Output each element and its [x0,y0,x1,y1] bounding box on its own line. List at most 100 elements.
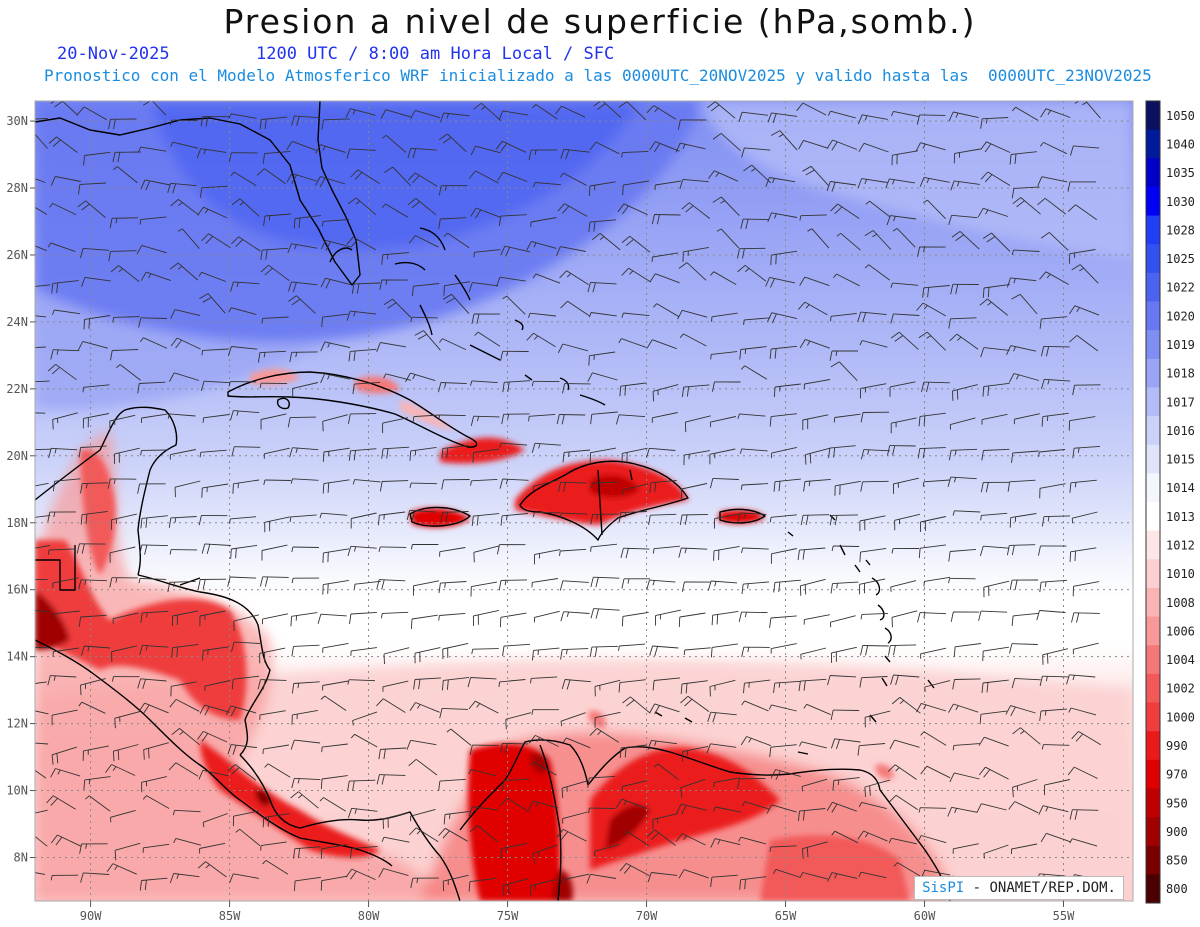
wind-barb [1039,708,1067,721]
wind-barb [1012,779,1038,798]
wind-barb [590,543,618,552]
wind-barb [470,145,501,156]
wind-barb [891,548,920,554]
wind-barb [381,252,409,265]
wind-barb [1039,316,1068,329]
wind-barb [199,185,228,198]
wind-barb [712,133,741,152]
wind-barb [256,168,286,185]
wind-barb [291,681,320,694]
colorbar-label: 1019 [1166,338,1195,352]
wind-barb [82,413,110,429]
wind-barb [713,545,740,561]
wind-barb [47,548,76,556]
wind-barb [980,141,1011,153]
wind-barb [622,696,651,714]
wind-barb [621,150,649,158]
forecast-date: 20-Nov-2025 [57,44,170,64]
wind-barb [1011,843,1038,854]
wind-barb [773,383,801,398]
wind-barb [887,445,916,456]
wind-barb [803,703,831,716]
credit-brand: SisPI [922,880,965,896]
wind-barb [655,609,681,626]
colorbar-swatch [1146,559,1160,589]
wind-barb [286,172,317,184]
wind-barb [1067,181,1096,192]
wind-barb [562,383,591,394]
colorbar-frame [1145,100,1161,904]
wind-barb [738,836,767,845]
wind-barb [350,169,380,184]
wind-barb [470,415,500,427]
wind-barb [587,775,616,788]
wind-barb [230,410,260,421]
x-tick-label: 90W [80,909,102,923]
x-tick-label: 85W [219,909,241,923]
wind-barb [710,416,736,428]
wind-barb [292,382,319,399]
wind-barb [859,547,887,563]
wind-barb [680,695,710,712]
wind-barb [112,151,141,163]
wind-barb [740,483,769,490]
colorbar-label: 1040 [1166,137,1195,151]
wind-barb [769,413,797,427]
wind-barb [741,547,769,554]
wind-barb [499,612,527,628]
wind-barb [889,381,916,397]
wind-barb [1067,204,1098,221]
wind-barb [589,728,620,743]
wind-barb [112,612,139,624]
colorbar-swatch [1146,587,1160,618]
wind-barb [51,746,78,765]
colorbar-label: 1028 [1166,223,1195,237]
wind-barb [348,448,377,461]
wind-barb [291,777,321,789]
wind-barb [741,581,770,595]
wind-barb [950,611,980,622]
map-title: Presion a nivel de superficie (hPa,somb.… [223,2,977,41]
wind-barb [204,680,231,692]
colorbar-label: 990 [1166,739,1188,753]
wind-barb [981,448,1010,461]
wind-barb [352,381,381,395]
wind-barb [680,778,706,798]
wind-barb [322,579,349,595]
wind-barb [497,171,528,182]
wind-barb [378,747,407,760]
wind-barb [1011,106,1039,121]
wind-barb [557,203,588,217]
wind-barb [797,808,826,822]
wind-barb [831,830,859,844]
wind-barb [320,373,351,384]
wind-barb [48,447,78,459]
wind-barb [498,110,529,121]
wind-barb [770,548,797,564]
wind-barb [1069,809,1099,820]
wind-barb [322,680,349,691]
wind-barb [587,281,617,293]
wind-barb [830,581,859,594]
wind-barb [737,512,767,523]
wind-barb [623,830,649,847]
wind-barb [499,742,529,754]
wind-barb [347,779,376,792]
wind-barb [76,543,106,554]
wind-barb [47,242,76,253]
wind-barb [621,235,651,253]
wind-barb [684,415,711,433]
wind-barb [109,217,139,229]
wind-barb [350,647,377,656]
wind-barb [952,743,980,751]
wind-barb [201,483,229,498]
wind-barb [407,147,437,159]
wind-barb [141,776,167,793]
wind-barb [438,133,467,153]
wind-barb [320,341,351,352]
wind-barb [52,412,78,430]
wind-barb [79,247,110,259]
wind-barb [799,276,830,287]
wind-barb [916,702,947,713]
wind-barb [35,681,47,684]
